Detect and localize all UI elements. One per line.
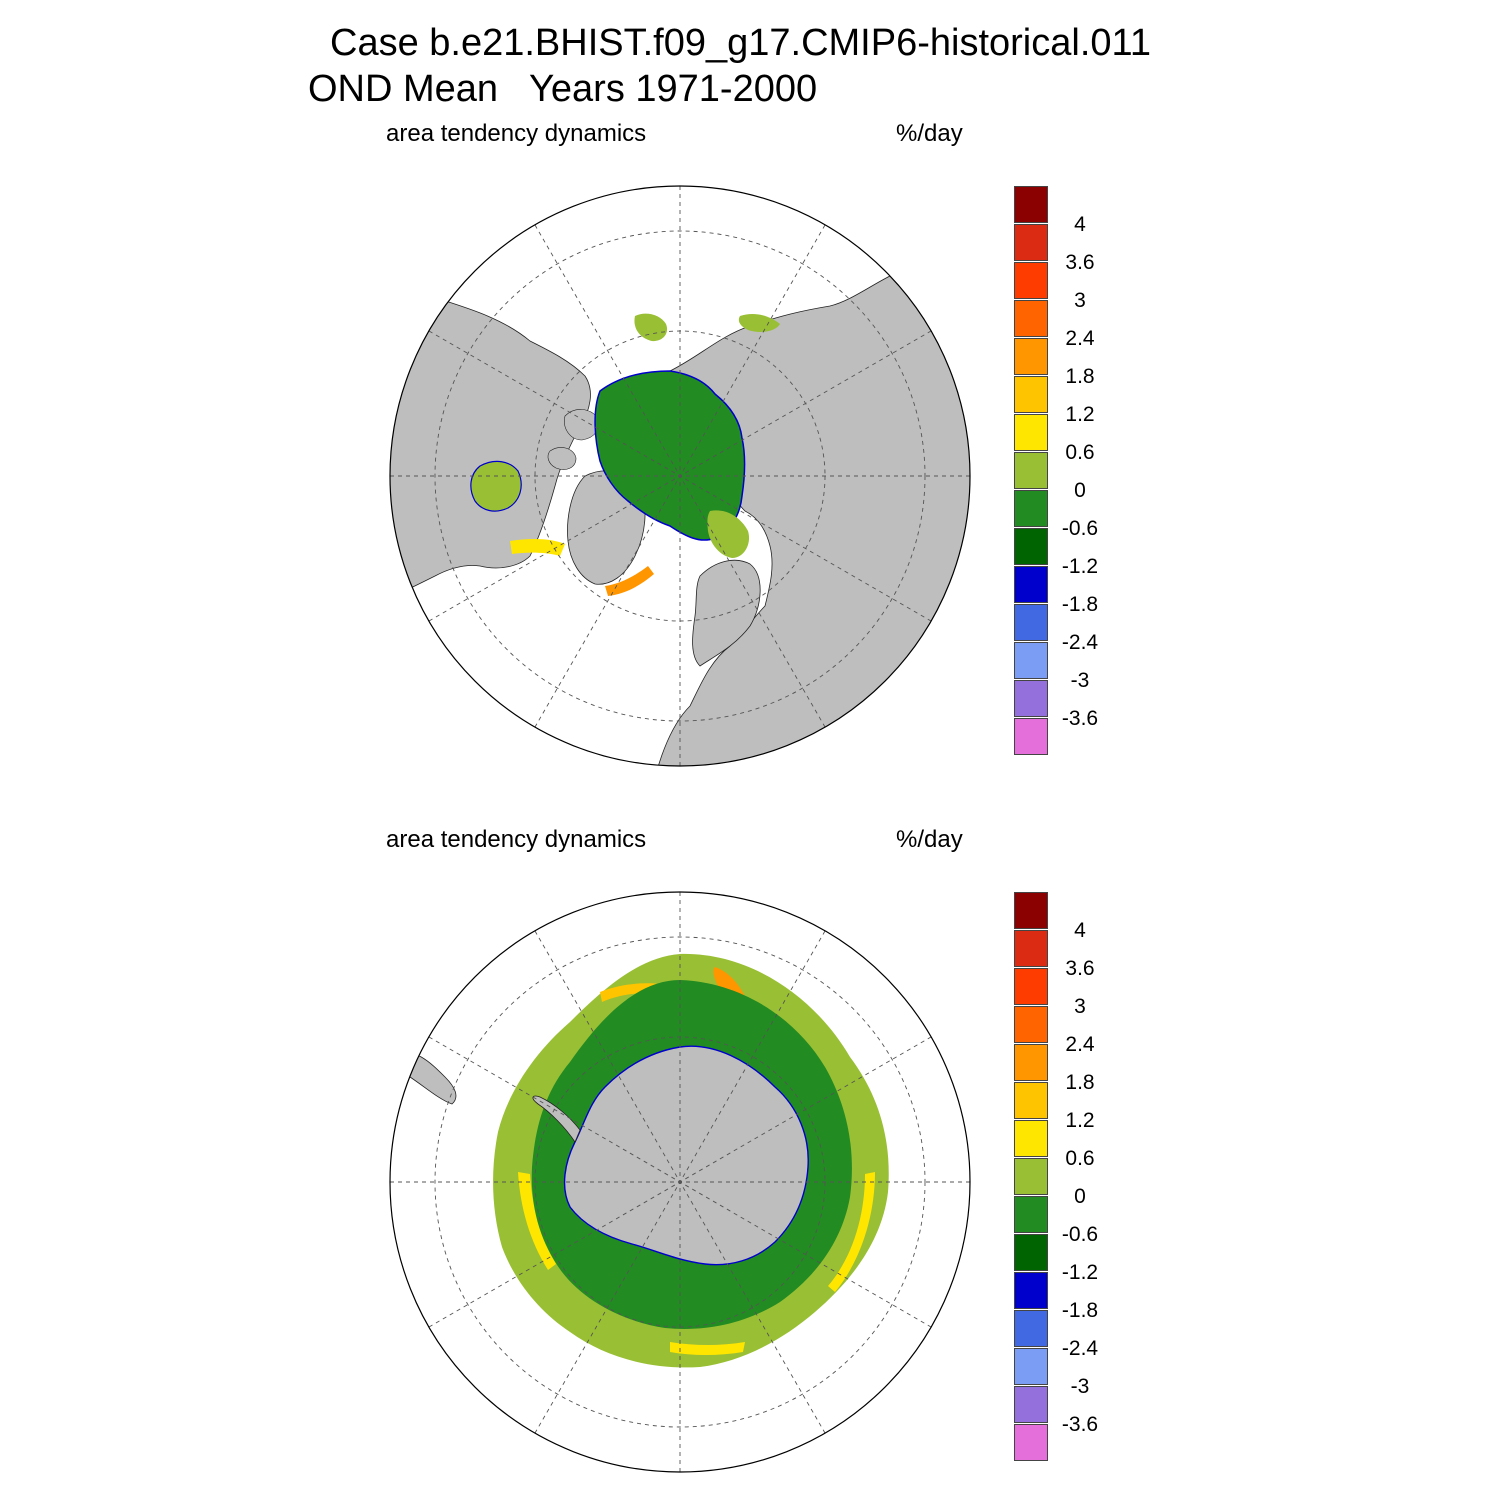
colorbar-swatch xyxy=(1014,376,1048,413)
north-greenland-sea-band xyxy=(605,566,654,596)
colorbar-tick-label: 0 xyxy=(1074,479,1086,502)
colorbar-tick-label: 3.6 xyxy=(1065,957,1095,980)
colorbar-swatch xyxy=(1014,224,1048,261)
colorbar-swatch xyxy=(1014,1424,1048,1461)
south-land-antarctica xyxy=(563,1045,809,1266)
north-okhotsk-ice xyxy=(738,313,780,332)
colorbar-tick-label: 1.2 xyxy=(1065,403,1095,426)
colorbar-swatch xyxy=(1014,1082,1048,1119)
colorbar-tick-label: -2.4 xyxy=(1061,631,1099,654)
colorbar-swatch xyxy=(1014,1044,1048,1081)
colorbar-swatch xyxy=(1014,892,1048,929)
colorbar-swatch xyxy=(1014,1120,1048,1157)
colorbar-tick-label: -0.6 xyxy=(1061,517,1099,540)
colorbar-swatch xyxy=(1014,414,1048,451)
colorbar-swatch xyxy=(1014,1196,1048,1233)
colorbar-tick-label: 4 xyxy=(1074,213,1086,236)
colorbar-tick-label: -1.2 xyxy=(1061,1261,1099,1284)
colorbar-tick-label: -1.2 xyxy=(1061,555,1099,578)
figure-title-case: Case b.e21.BHIST.f09_g17.CMIP6-historica… xyxy=(330,22,1151,64)
colorbar-swatch xyxy=(1014,300,1048,337)
colorbar-tick-label: 3.6 xyxy=(1065,251,1095,274)
south-band-pacific xyxy=(670,1342,745,1355)
colorbar-tick-label: -3.6 xyxy=(1061,1413,1099,1436)
north-map-border xyxy=(389,185,971,767)
colorbar-tick-label: -3 xyxy=(1070,1375,1090,1398)
south-variable-label: area tendency dynamics xyxy=(386,826,647,853)
north-polar-map xyxy=(389,185,971,767)
figure-title-period: OND Mean Years 1971-2000 xyxy=(308,68,818,110)
colorbar-swatch xyxy=(1014,968,1048,1005)
north-barents-ice xyxy=(707,510,750,558)
colorbar-tick-label: -0.6 xyxy=(1061,1223,1099,1246)
north-hudson-bay-ice xyxy=(470,460,522,512)
colorbar-swatch xyxy=(1014,1386,1048,1423)
colorbar-tick-label: -3 xyxy=(1070,669,1090,692)
colorbar-swatch xyxy=(1014,680,1048,717)
colorbar-swatch xyxy=(1014,718,1048,755)
colorbar-tick-label: 4 xyxy=(1074,919,1086,942)
colorbar-swatch xyxy=(1014,1310,1048,1347)
south-polar-map xyxy=(389,891,971,1473)
colorbar-swatch xyxy=(1014,338,1048,375)
colorbar-swatch xyxy=(1014,186,1048,223)
north-units-label: %/day xyxy=(896,120,963,147)
colorbar-swatch xyxy=(1014,566,1048,603)
south-graticule xyxy=(390,892,970,1472)
colorbar-swatch xyxy=(1014,1272,1048,1309)
colorbar-tick-label: 2.4 xyxy=(1065,327,1095,350)
colorbar-tick-label: 3 xyxy=(1074,995,1086,1018)
colorbar-tick-label: -2.4 xyxy=(1061,1337,1099,1360)
colorbar-swatch xyxy=(1014,262,1048,299)
colorbar-tick-label: 1.2 xyxy=(1065,1109,1095,1132)
colorbar-tick-label: -1.8 xyxy=(1061,593,1099,616)
north-bering-ice xyxy=(634,313,668,342)
colorbar-tick-label: 1.8 xyxy=(1065,365,1095,388)
north-graticule xyxy=(390,186,970,766)
south-band-indian xyxy=(828,1172,875,1292)
colorbar-tick-label: 0 xyxy=(1074,1185,1086,1208)
colorbar-tick-label: -1.8 xyxy=(1061,1299,1099,1322)
south-units-label: %/day xyxy=(896,826,963,853)
north-land-scandinavia xyxy=(692,559,761,667)
south-land-peninsula xyxy=(532,1095,581,1143)
colorbar-swatch xyxy=(1014,528,1048,565)
colorbar-tick-label: 2.4 xyxy=(1065,1033,1095,1056)
colorbar-swatch xyxy=(1014,1234,1048,1271)
colorbar-tick-label: 0.6 xyxy=(1065,1147,1095,1170)
colorbar-tick-label: -3.6 xyxy=(1061,707,1099,730)
south-band-atlantic xyxy=(518,1172,556,1270)
colorbar-tick-label: 0.6 xyxy=(1065,441,1095,464)
colorbar-swatch xyxy=(1014,1158,1048,1195)
colorbar-swatch xyxy=(1014,642,1048,679)
north-variable-label: area tendency dynamics xyxy=(386,120,647,147)
colorbar-swatch xyxy=(1014,452,1048,489)
colorbar-swatch xyxy=(1014,490,1048,527)
colorbar-tick-label: 1.8 xyxy=(1065,1071,1095,1094)
colorbar-swatch xyxy=(1014,930,1048,967)
south-map-border xyxy=(389,891,971,1473)
colorbar-swatch xyxy=(1014,1348,1048,1385)
colorbar-swatch xyxy=(1014,1006,1048,1043)
south-band-weddell xyxy=(600,983,660,1002)
colorbar-swatch xyxy=(1014,604,1048,641)
colorbar-tick-label: 3 xyxy=(1074,289,1086,312)
